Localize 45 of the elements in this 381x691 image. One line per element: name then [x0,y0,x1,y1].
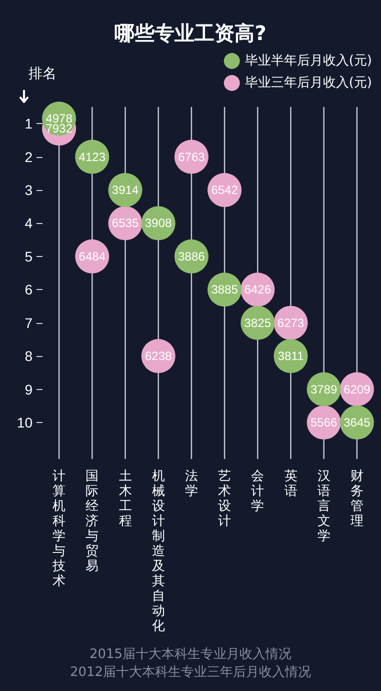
x-tick-label: 国际经济与贸易 [86,469,99,574]
annotation: 6209 [344,382,371,396]
x-tick-label: 汉语言文学 [317,469,330,544]
annotation: 6484 [78,249,106,264]
annotation: 3885 [211,282,238,297]
x-tick-label: 艺术设计 [218,469,232,529]
x-tick-label: 英语 [284,469,298,499]
annotation: 6238 [145,349,172,364]
y-tick-label: 8 [24,348,33,364]
annotation: 3645 [344,415,371,430]
category-label: 机械设计制造及其自动化 [152,469,165,634]
annotation: 6542 [211,183,238,198]
legend-label: 毕业三年后月收入(元) [244,76,372,90]
y-tick-label: 5 [24,248,33,264]
annotation: 5566 [310,415,338,430]
text: 2015届十大本科生专业月收入情况 [89,647,292,662]
annotation: 3789 [310,382,338,396]
y-tick-label: 7 [24,314,33,331]
annotation: 6273 [277,316,304,330]
y-tick-label: 10 [16,414,33,430]
annotation: 3886 [178,249,206,264]
x-tick-label: 土木工程 [118,469,132,529]
x-tick-label: 计算机科学与技术 [52,469,66,589]
legend-label: 毕业半年后月收入(元) [244,54,372,68]
y-tick-label: 6 [24,282,33,298]
annotation: 7932 [46,122,73,136]
annotation: 6426 [244,282,272,297]
annotation: 3908 [145,216,172,230]
annotation: 3914 [112,183,139,198]
y-tick-label: 3 [24,182,33,198]
y-axis-title: 排名 [28,66,56,82]
y-tick-label: 9 [24,381,33,398]
annotation: 6763 [178,150,206,164]
chart-title: 哪些专业工资高? [114,21,266,45]
y-tick-label: 4 [24,215,33,232]
text: 2012届十大本科生专业三年后月收入情况 [70,665,312,680]
y-tick-label: 2 [24,148,33,165]
y-tick-label: 1 [24,116,33,132]
x-tick-label: 法学 [184,469,198,499]
annotation: 6535 [112,216,139,230]
x-tick-label: 财务管理 [350,469,364,529]
x-tick-label: 会计学 [251,469,264,514]
annotation: 3811 [278,349,304,364]
annotation: 4123 [78,150,106,164]
annotation: 3825 [244,316,272,330]
